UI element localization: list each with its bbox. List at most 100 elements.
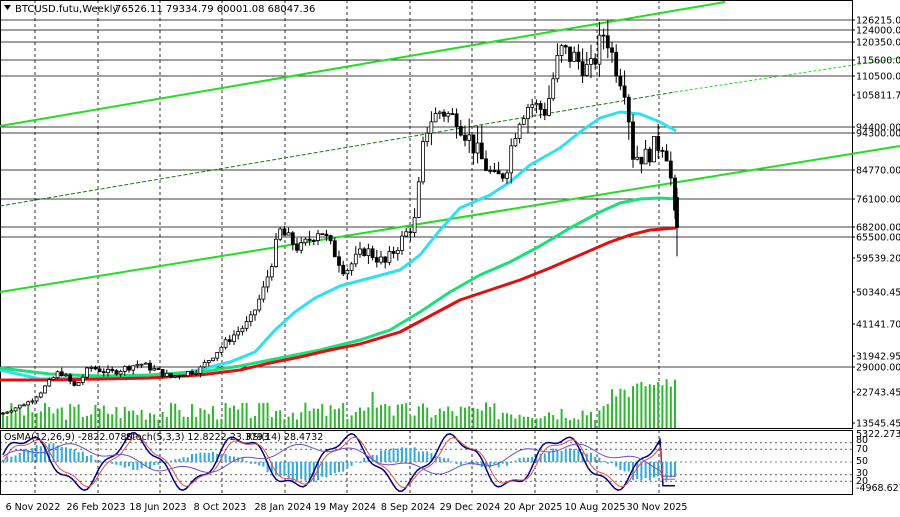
osma-bar	[237, 457, 240, 462]
volume-bar	[522, 416, 525, 428]
candle-body	[421, 141, 425, 183]
candle-body	[59, 371, 64, 377]
volume-bar	[569, 419, 571, 428]
price-tick-label: 65500.00	[856, 233, 900, 244]
candle-body	[274, 238, 278, 267]
price-tick-label: 124000.00	[856, 26, 900, 37]
candle-body	[286, 232, 291, 236]
candle-body	[244, 321, 249, 329]
osma-bar	[27, 449, 30, 462]
osma-bar	[149, 462, 151, 469]
volume-bar	[413, 415, 416, 428]
candle-body	[194, 372, 199, 375]
volume-bar	[434, 414, 437, 428]
volume-bar	[107, 413, 109, 428]
osma-bar	[98, 460, 101, 462]
main-panel-border	[0, 0, 853, 429]
time-tick-label: 30 Nov 2025	[627, 502, 688, 513]
osma-bar	[153, 462, 156, 466]
osma-bar	[501, 462, 504, 464]
price-tick-label: 105811.70	[856, 91, 900, 102]
time-tick-label: 10 Aug 2025	[565, 502, 626, 513]
candle-body	[433, 113, 438, 123]
volume-bar	[237, 409, 240, 428]
volume-bar	[594, 419, 597, 428]
osma-bar	[388, 449, 391, 462]
moving-averages	[0, 110, 677, 382]
candle-body	[450, 113, 455, 115]
volume-bar	[270, 417, 273, 428]
osma-bar	[573, 449, 576, 462]
candlesticks	[1, 20, 679, 415]
candle-body	[122, 366, 127, 372]
indicator-tick-label: 80	[856, 435, 868, 446]
last-candle-body	[675, 197, 679, 228]
osma-bar	[665, 462, 668, 481]
volume-bar	[2, 414, 4, 428]
volume-bar	[203, 409, 206, 428]
osma-bar	[233, 456, 235, 462]
candle-body	[164, 372, 169, 377]
osma-bar	[548, 452, 550, 462]
osma-bar	[119, 462, 122, 466]
osma-bar	[18, 452, 21, 462]
candle-body	[85, 367, 89, 378]
candle-body	[496, 170, 501, 175]
volume-bar	[611, 389, 613, 428]
time-tick-label: 8 Oct 2023	[194, 502, 247, 513]
candle-body	[185, 371, 190, 377]
time-tick-label: 20 Apr 2025	[504, 502, 563, 513]
volume-bar	[665, 379, 668, 428]
candle-body	[17, 404, 22, 409]
volume-bar	[367, 407, 370, 428]
candle-body	[345, 269, 350, 275]
candle-body	[643, 148, 648, 165]
volume-bar	[325, 415, 328, 428]
candle-body	[248, 314, 253, 322]
osma-bar	[359, 462, 361, 463]
volume-bar	[6, 416, 9, 428]
volume-bar	[31, 412, 34, 428]
osma-bar	[325, 462, 328, 478]
candle-body	[538, 103, 543, 110]
osma-bar	[123, 462, 126, 468]
volume-bar	[518, 414, 521, 428]
candle-body	[198, 366, 203, 374]
osma-bar	[611, 462, 613, 464]
osma-bar	[401, 447, 403, 462]
volume-bar	[10, 403, 13, 428]
candle-body	[303, 238, 308, 244]
candle-body	[647, 148, 652, 163]
indicator-tick-label: 70	[856, 444, 868, 455]
osma-bar	[254, 462, 256, 464]
volume-bar	[422, 403, 424, 428]
osma-bar	[522, 457, 525, 462]
volume-bar	[304, 402, 307, 428]
candle-body	[181, 375, 186, 378]
candle-body	[76, 382, 81, 386]
candle-body	[72, 380, 77, 386]
volume-bar	[161, 411, 164, 428]
osma-bar	[438, 457, 441, 462]
candle-body	[9, 410, 14, 413]
osma-bar	[430, 453, 433, 462]
volume-bar	[527, 416, 529, 428]
volume-bar	[640, 381, 643, 428]
volume-bar	[165, 416, 168, 428]
candle-body	[652, 136, 656, 163]
candle-body	[114, 370, 119, 375]
price-tick-label: 115600.00	[856, 56, 900, 67]
osma-bar	[674, 462, 676, 478]
candle-body	[387, 250, 392, 263]
candle-body	[400, 235, 404, 251]
candle-body	[597, 34, 602, 65]
osma-bar	[543, 453, 546, 462]
price-tick-label: 50340.45	[856, 288, 900, 299]
volume-bar	[359, 407, 361, 428]
volume-bar	[300, 412, 303, 428]
volume-bar	[472, 407, 475, 428]
candle-body	[101, 371, 106, 374]
volume-bar	[585, 415, 588, 428]
candle-body	[47, 379, 52, 387]
